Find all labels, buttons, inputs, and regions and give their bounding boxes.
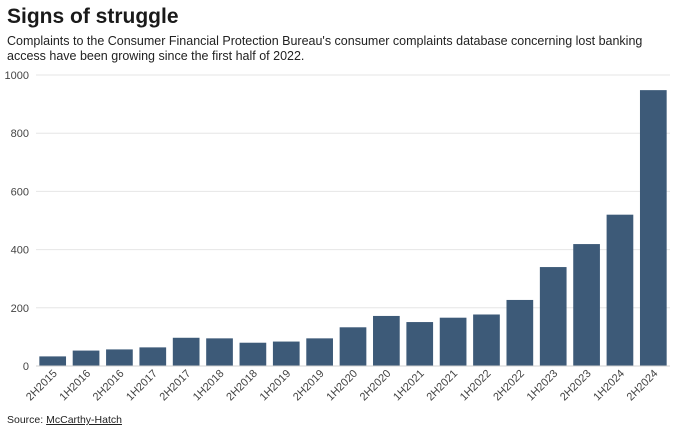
- x-tick-label: 2H2021: [424, 368, 460, 404]
- bar-2H2019: [306, 338, 333, 366]
- source-note: Source: McCarthy-Hatch: [7, 414, 122, 426]
- y-tick-label: 800: [11, 128, 29, 140]
- x-tick-label: 1H2018: [191, 368, 227, 404]
- bar-1H2020: [339, 327, 367, 366]
- bar-1H2024: [606, 214, 634, 366]
- chart-title: Signs of struggle: [7, 5, 179, 28]
- x-tick-label: 1H2019: [258, 368, 294, 404]
- bar-2H2024: [639, 90, 667, 366]
- y-axis-ticks: 0 200 400 600 800 1000: [5, 70, 29, 373]
- chart-subtitle: Complaints to the Consumer Financial Pro…: [7, 34, 643, 63]
- bar-2H2015: [39, 356, 67, 366]
- x-tick-label: 1H2023: [525, 368, 561, 404]
- y-tick-label: 1000: [5, 70, 29, 82]
- bar-2H2022: [506, 299, 534, 366]
- x-tick-label: 1H2020: [324, 368, 360, 404]
- y-tick-label: 0: [23, 361, 29, 373]
- x-tick-label: 2H2016: [91, 368, 127, 404]
- x-tick-label: 1H2017: [124, 368, 160, 404]
- x-tick-label: 1H2022: [458, 368, 494, 404]
- bar-2H2020: [373, 315, 400, 366]
- bar-1H2021: [406, 322, 434, 366]
- bar-2H2016: [106, 349, 133, 366]
- bars: [39, 90, 667, 366]
- bar-2H2017: [172, 337, 200, 366]
- x-tick-label: 2H2023: [558, 368, 594, 404]
- x-tick-label: 2H2018: [224, 368, 260, 404]
- bar-1H2017: [139, 347, 167, 366]
- y-tick-label: 600: [11, 186, 29, 198]
- x-tick-label: 2H2022: [491, 368, 527, 404]
- bar-2H2018: [239, 342, 267, 366]
- y-tick-label: 400: [11, 245, 29, 257]
- bar-1H2023: [539, 267, 567, 366]
- x-tick-label: 1H2021: [391, 368, 427, 404]
- x-tick-label: 2H2017: [158, 368, 194, 404]
- source-link[interactable]: McCarthy-Hatch: [46, 414, 122, 426]
- y-tick-label: 200: [11, 303, 29, 315]
- x-tick-label: 1H2016: [57, 368, 93, 404]
- bar-2H2021: [439, 317, 467, 366]
- bar-2H2023: [573, 244, 600, 366]
- bar-1H2022: [473, 314, 500, 366]
- x-tick-label: 2H2015: [24, 368, 60, 404]
- x-tick-label: 1H2024: [591, 368, 627, 404]
- bar-1H2019: [272, 341, 300, 366]
- x-tick-label: 2H2024: [625, 368, 661, 404]
- bar-1H2018: [206, 338, 233, 366]
- x-tick-label: 2H2019: [291, 368, 327, 404]
- bar-1H2016: [72, 350, 100, 366]
- source-label: Source:: [7, 414, 44, 426]
- x-axis-ticks: 2H20151H20162H20161H20172H20171H20182H20…: [24, 368, 660, 404]
- x-tick-label: 2H2020: [358, 368, 394, 404]
